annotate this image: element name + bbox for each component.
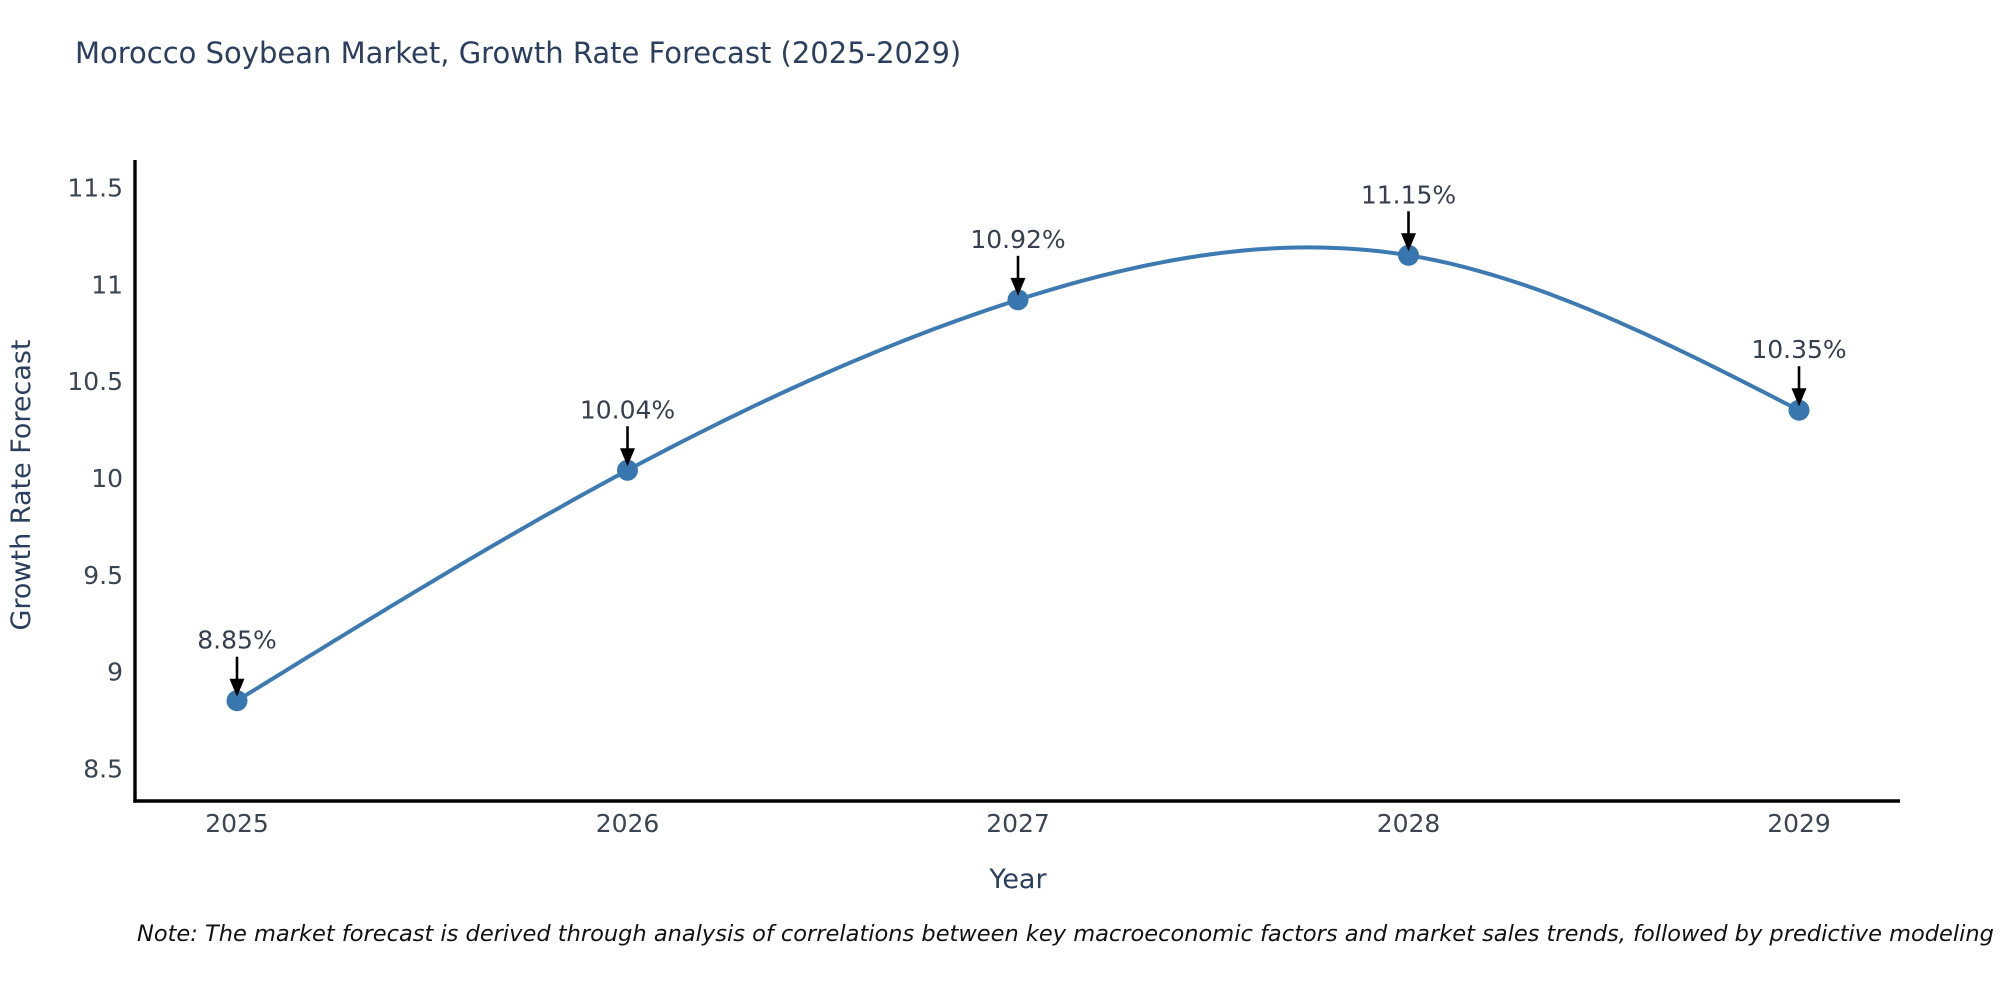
x-tick-label: 2026 xyxy=(596,809,660,838)
data-point-label: 10.92% xyxy=(970,225,1065,254)
chart-footnote: Note: The market forecast is derived thr… xyxy=(137,921,2000,947)
data-point-marker xyxy=(1788,399,1810,421)
data-point-marker xyxy=(617,459,638,481)
data-point-marker xyxy=(1007,289,1029,311)
annotation-arrow-head xyxy=(1401,233,1416,252)
data-point-label: 10.35% xyxy=(1751,335,1846,364)
data-point-label: 8.85% xyxy=(197,626,276,655)
y-tick-label: 8.5 xyxy=(83,754,123,783)
y-axis-title: Growth Rate Forecast xyxy=(6,339,37,630)
data-point-label: 10.04% xyxy=(580,395,675,424)
data-point-marker xyxy=(1398,244,1419,266)
chart-title: Morocco Soybean Market, Growth Rate Fore… xyxy=(75,36,962,70)
data-point-marker xyxy=(226,690,248,712)
data-point-label: 11.15% xyxy=(1361,180,1456,209)
x-tick-label: 2025 xyxy=(205,809,269,838)
y-tick-label: 9.5 xyxy=(83,561,123,590)
y-tick-label: 10 xyxy=(91,464,123,493)
y-tick-label: 11.5 xyxy=(67,174,123,203)
annotation-arrow-head xyxy=(1791,388,1807,407)
annotation-arrow-head xyxy=(1010,277,1026,296)
annotation-arrow-head xyxy=(620,448,635,467)
x-tick-label: 2028 xyxy=(1377,809,1441,838)
annotation-arrow-head xyxy=(229,678,245,697)
forecast-line xyxy=(235,245,1801,703)
x-axis-title: Year xyxy=(988,864,1047,895)
x-tick-label: 2029 xyxy=(1767,809,1831,838)
y-tick-label: 11 xyxy=(91,270,123,299)
y-tick-label: 9 xyxy=(107,658,123,687)
y-tick-label: 10.5 xyxy=(67,367,123,396)
x-tick-label: 2027 xyxy=(986,809,1050,838)
